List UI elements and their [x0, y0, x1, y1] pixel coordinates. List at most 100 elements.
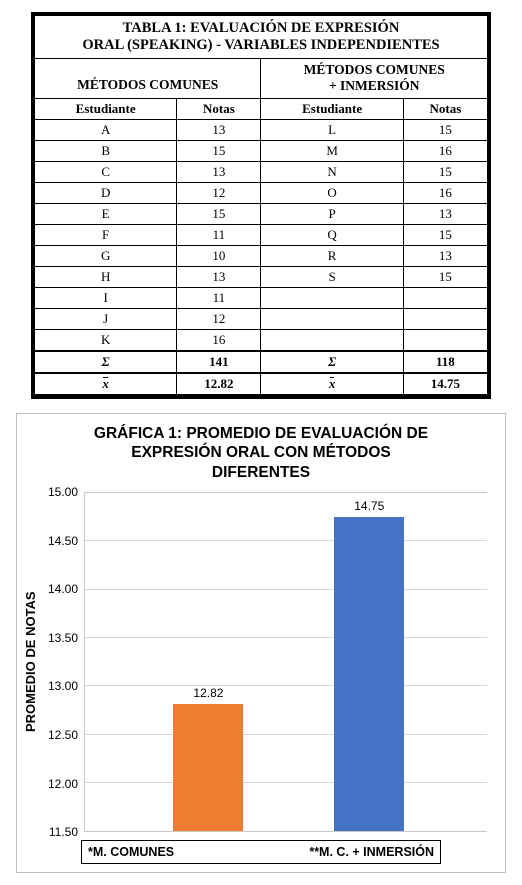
table-cell: P: [261, 204, 403, 225]
table-cell: 13: [177, 120, 261, 141]
table-row: A13L15: [35, 120, 488, 141]
table-cell: 15: [403, 120, 487, 141]
table-cell: 15: [403, 267, 487, 288]
chart-title-l2: EXPRESIÓN ORAL CON MÉTODOS: [131, 444, 391, 461]
bar-value-label: 14.75: [334, 499, 404, 513]
y-axis: 15.0014.5014.0013.5013.0012.5012.0011.50: [40, 492, 84, 832]
chart-body: PROMEDIO DE NOTAS 15.0014.5014.0013.5013…: [21, 492, 501, 832]
table-row: D12O16: [35, 183, 488, 204]
gridline: [85, 540, 487, 541]
table-cell: 13: [177, 267, 261, 288]
y-tick: 12.50: [48, 728, 78, 742]
table-cell: Q: [261, 225, 403, 246]
table-cell: 16: [403, 141, 487, 162]
table-cell: L: [261, 120, 403, 141]
table-cell: 11: [177, 225, 261, 246]
table-cell: 15: [403, 162, 487, 183]
table-row: K16: [35, 330, 488, 352]
sigma-left: Ʃ: [35, 351, 177, 373]
bar-value-label: 12.82: [173, 686, 243, 700]
table-cell: C: [35, 162, 177, 183]
table-row: H13S15: [35, 267, 488, 288]
y-tick: 13.00: [48, 679, 78, 693]
mean-left: 12.82: [177, 373, 261, 395]
table-cell: [261, 288, 403, 309]
sum-row: Ʃ 141 Ʃ 118: [35, 351, 488, 373]
table-cell: K: [35, 330, 177, 352]
y-tick: 12.00: [48, 777, 78, 791]
table-cell: R: [261, 246, 403, 267]
table-row: E15P13: [35, 204, 488, 225]
chart-title: GRÁFICA 1: PROMEDIO DE EVALUACIÓN DE EXP…: [21, 424, 501, 492]
mean-row: x 12.82 x 14.75: [35, 373, 488, 395]
table-cell: 13: [177, 162, 261, 183]
evaluation-table: TABLA 1: EVALUACIÓN DE EXPRESIÓN ORAL (S…: [31, 12, 491, 399]
y-tick: 13.50: [48, 631, 78, 645]
table-cell: H: [35, 267, 177, 288]
table-row: F11Q15: [35, 225, 488, 246]
table-cell: 15: [177, 141, 261, 162]
sum-left: 141: [177, 351, 261, 373]
table-cell: G: [35, 246, 177, 267]
legend-right: **M. C. + INMERSIÓN: [309, 845, 434, 859]
gridline: [85, 734, 487, 735]
table-row: B15M16: [35, 141, 488, 162]
table-row: I11: [35, 288, 488, 309]
gridline: [85, 685, 487, 686]
bar: 14.75: [334, 517, 404, 831]
table-cell: [261, 309, 403, 330]
table-cell: [261, 330, 403, 352]
table-cell: J: [35, 309, 177, 330]
table-row: J12: [35, 309, 488, 330]
chart-card: GRÁFICA 1: PROMEDIO DE EVALUACIÓN DE EXP…: [16, 413, 506, 873]
group2-header: MÉTODOS COMUNES + INMERSIÓN: [261, 59, 488, 99]
table-title: TABLA 1: EVALUACIÓN DE EXPRESIÓN ORAL (S…: [35, 16, 488, 59]
plot-area: 12.82 14.75: [84, 492, 487, 832]
col-student-right: Estudiante: [261, 99, 403, 120]
mean-right: 14.75: [403, 373, 487, 395]
table-cell: N: [261, 162, 403, 183]
legend: *M. COMUNES **M. C. + INMERSIÓN: [81, 840, 441, 864]
col-grade-left: Notas: [177, 99, 261, 120]
table-cell: 11: [177, 288, 261, 309]
table-cell: 13: [403, 246, 487, 267]
table: TABLA 1: EVALUACIÓN DE EXPRESIÓN ORAL (S…: [34, 15, 488, 396]
table-cell: 16: [403, 183, 487, 204]
legend-left: *M. COMUNES: [88, 845, 174, 859]
table-cell: B: [35, 141, 177, 162]
table-cell: E: [35, 204, 177, 225]
table-cell: [403, 330, 487, 352]
table-cell: 15: [177, 204, 261, 225]
table-cell: A: [35, 120, 177, 141]
table-cell: O: [261, 183, 403, 204]
table-cell: [403, 309, 487, 330]
table-cell: 10: [177, 246, 261, 267]
y-tick: 14.50: [48, 534, 78, 548]
sum-right: 118: [403, 351, 487, 373]
y-axis-label: PROMEDIO DE NOTAS: [21, 492, 40, 832]
table-cell: F: [35, 225, 177, 246]
y-tick: 11.50: [49, 825, 78, 839]
gridline: [85, 637, 487, 638]
col-grade-right: Notas: [403, 99, 487, 120]
table-cell: [403, 288, 487, 309]
y-tick: 15.00: [48, 485, 78, 499]
table-row: G10R13: [35, 246, 488, 267]
group1-header: MÉTODOS COMUNES: [35, 59, 261, 99]
xbar-right: x: [261, 373, 403, 395]
table-cell: 15: [403, 225, 487, 246]
chart-title-l1: GRÁFICA 1: PROMEDIO DE EVALUACIÓN DE: [94, 425, 428, 442]
sigma-right: Ʃ: [261, 351, 403, 373]
table-row: C13N15: [35, 162, 488, 183]
table-cell: 12: [177, 309, 261, 330]
table-cell: 13: [403, 204, 487, 225]
col-student-left: Estudiante: [35, 99, 177, 120]
table-cell: M: [261, 141, 403, 162]
y-tick: 14.00: [48, 582, 78, 596]
xbar-left: x: [35, 373, 177, 395]
table-cell: S: [261, 267, 403, 288]
table-cell: D: [35, 183, 177, 204]
bar: 12.82: [173, 704, 243, 831]
gridline: [85, 589, 487, 590]
table-title-line1: TABLA 1: EVALUACIÓN DE EXPRESIÓN: [123, 20, 400, 36]
